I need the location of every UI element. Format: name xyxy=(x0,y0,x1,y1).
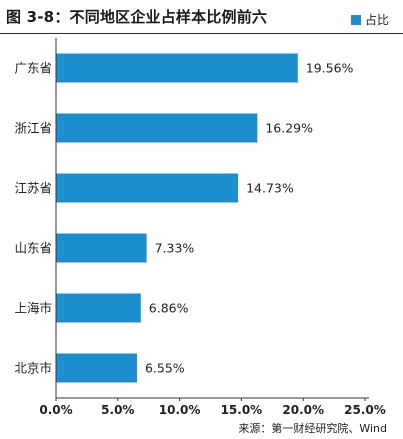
x-tick-label: 0.0% xyxy=(39,403,72,417)
legend-swatch xyxy=(350,14,361,25)
legend-label: 占比 xyxy=(364,13,389,27)
bar-5 xyxy=(56,293,141,323)
value-label: 7.33% xyxy=(155,241,195,256)
value-label: 16.29% xyxy=(265,121,313,136)
category-label: 上海市 xyxy=(14,301,52,316)
x-tick-label: 5.0% xyxy=(101,403,134,417)
bar-3 xyxy=(56,173,239,203)
bar-2 xyxy=(56,113,258,143)
value-label: 19.56% xyxy=(306,61,354,76)
chart-title: 图 3-8：不同地区企业占样本比例前六 xyxy=(6,8,268,26)
bar-4 xyxy=(56,233,147,263)
x-tick-label: 25.0% xyxy=(344,403,386,417)
category-label: 北京市 xyxy=(14,361,52,376)
bar-6 xyxy=(56,353,137,383)
legend: 占比 xyxy=(350,11,389,28)
source-note: 来源：第一财经研究院、Wind xyxy=(238,422,387,435)
category-label: 广东省 xyxy=(14,61,52,76)
title-divider xyxy=(0,33,403,34)
value-label: 14.73% xyxy=(246,181,294,196)
bar-1 xyxy=(56,53,298,83)
category-label: 江苏省 xyxy=(14,181,52,196)
value-label: 6.55% xyxy=(145,361,185,376)
category-label: 山东省 xyxy=(14,241,52,256)
x-tick-label: 15.0% xyxy=(221,403,263,417)
category-label: 浙江省 xyxy=(14,121,52,136)
x-tick-label: 20.0% xyxy=(282,403,324,417)
value-label: 6.86% xyxy=(149,301,189,316)
x-tick-label: 10.0% xyxy=(159,403,201,417)
